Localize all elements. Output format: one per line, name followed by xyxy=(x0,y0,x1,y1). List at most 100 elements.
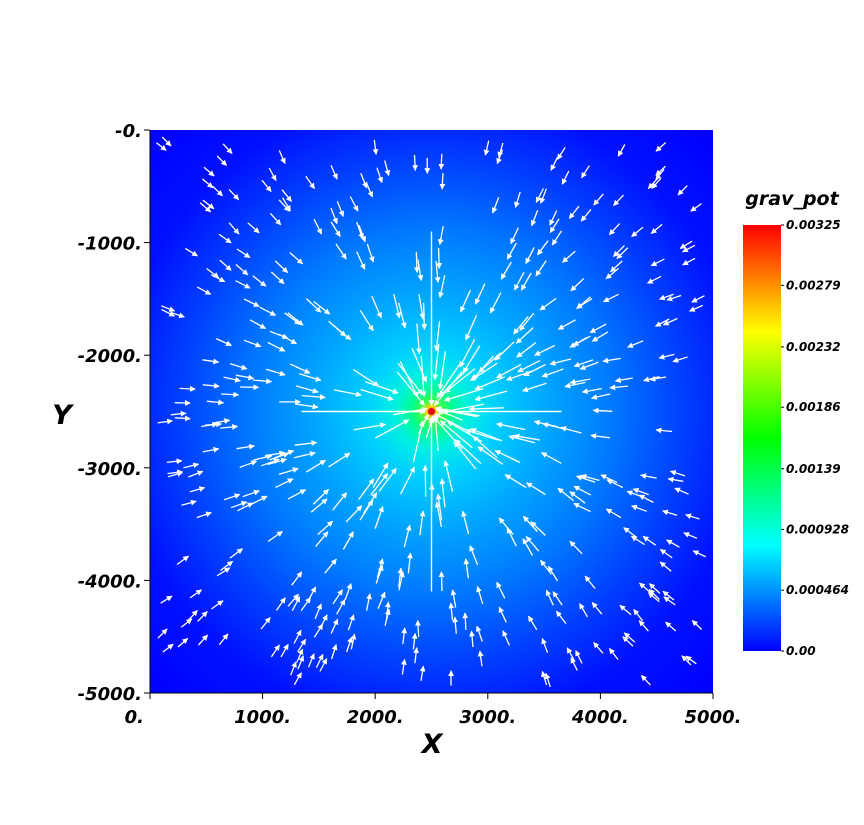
vector-glyph xyxy=(435,493,443,521)
vector-glyph xyxy=(622,636,634,647)
vector-glyph xyxy=(593,193,604,206)
vector-glyph xyxy=(549,358,572,366)
vector-glyph xyxy=(573,359,594,368)
vector-glyph xyxy=(600,474,618,484)
vector-glyph xyxy=(462,345,481,374)
vector-glyph xyxy=(218,233,232,244)
y-tick-label: -1000. xyxy=(78,234,142,255)
vector-glyph xyxy=(545,589,554,606)
vector-glyph xyxy=(336,599,346,615)
vector-glyph xyxy=(438,571,445,592)
vector-glyph xyxy=(206,399,225,406)
vector-glyph xyxy=(264,450,285,457)
vector-glyph xyxy=(514,191,521,208)
vector-glyph xyxy=(573,485,592,496)
vector-glyph xyxy=(504,474,527,489)
vector-glyph xyxy=(268,167,277,182)
vector-glyph xyxy=(417,259,424,282)
vector-glyph xyxy=(228,222,240,235)
vector-glyph xyxy=(374,419,410,439)
vector-glyph xyxy=(593,642,604,654)
vector-glyph xyxy=(450,589,457,608)
vector-glyph xyxy=(517,360,541,373)
vector-glyph xyxy=(639,582,651,594)
vector-glyph xyxy=(541,368,564,378)
vector-glyph xyxy=(235,264,249,276)
vector-glyph xyxy=(608,223,621,236)
vector-glyph xyxy=(569,491,586,504)
vector-glyph xyxy=(438,153,445,170)
vector-glyph xyxy=(197,611,208,622)
vector-glyph xyxy=(270,271,285,285)
vector-glyph xyxy=(345,505,363,523)
vector-glyph xyxy=(313,218,323,235)
vector-glyph xyxy=(658,293,674,301)
vector-glyph xyxy=(460,289,471,313)
vector-glyph xyxy=(626,490,643,498)
vector-glyph xyxy=(535,188,544,204)
vector-glyph xyxy=(399,361,419,398)
y-axis-title: Y xyxy=(52,400,74,431)
vector-glyph xyxy=(461,510,470,535)
vector-glyph xyxy=(422,464,429,497)
vector-glyph xyxy=(519,312,535,331)
vector-glyph xyxy=(605,508,622,519)
vector-glyph xyxy=(539,559,552,575)
vector-glyph xyxy=(275,597,286,611)
vector-glyph xyxy=(222,143,233,154)
vector-glyph xyxy=(631,226,644,238)
vector-glyph xyxy=(228,188,240,201)
vector-glyph xyxy=(356,251,366,270)
vector-glyph xyxy=(243,298,260,307)
vector-glyph xyxy=(397,362,424,396)
vector-glyph xyxy=(443,387,484,402)
vector-glyph xyxy=(623,632,636,643)
vector-glyph xyxy=(642,535,657,546)
colorbar-tick-label: 0.000928 xyxy=(786,522,849,536)
vector-glyph xyxy=(280,643,289,658)
vector-glyph xyxy=(477,650,484,667)
x-tick-label: 5000. xyxy=(685,707,742,728)
vector-glyph xyxy=(663,596,676,606)
vector-glyph xyxy=(606,479,624,489)
vector-glyph xyxy=(439,420,473,449)
vector-glyph xyxy=(187,609,198,621)
vector-glyph xyxy=(608,648,619,660)
vector-glyph xyxy=(602,357,621,364)
vector-glyph xyxy=(415,619,421,638)
vector-glyph xyxy=(627,340,644,348)
vector-glyph xyxy=(561,170,570,185)
vector-glyph xyxy=(682,257,696,266)
vector-glyph xyxy=(177,637,189,648)
vector-glyph xyxy=(614,377,633,383)
vector-glyph xyxy=(477,446,504,465)
vector-glyph xyxy=(196,511,212,519)
vector-glyph xyxy=(358,224,367,243)
vector-glyph xyxy=(162,643,174,653)
plot-area xyxy=(150,130,713,693)
vector-glyph xyxy=(569,540,583,555)
vector-glyph xyxy=(658,353,675,360)
vector-glyph xyxy=(398,302,407,329)
vector-glyph xyxy=(366,243,375,263)
vector-glyph xyxy=(377,591,386,609)
vector-glyph xyxy=(239,460,258,468)
vector-glyph xyxy=(551,230,563,246)
colorbar: grav_pot 0.00325 0.00279 0.00232 0.00186 0.0… xyxy=(743,188,849,658)
vector-glyph xyxy=(536,240,549,256)
vector-glyph xyxy=(293,629,302,644)
x-axis: 0. 1000. 2000. 3000. 4000. 5000. X xyxy=(125,692,742,760)
vector-glyph xyxy=(202,358,220,365)
vector-glyph xyxy=(522,515,538,532)
x-tick-label: 4000. xyxy=(571,707,629,728)
vector-glyph xyxy=(260,458,280,467)
vector-glyph xyxy=(250,495,268,505)
vector-glyph xyxy=(452,616,459,634)
vector-glyph xyxy=(313,623,324,638)
vector-glyph xyxy=(640,674,651,686)
vector-glyph xyxy=(269,452,290,461)
vector-glyph xyxy=(662,590,675,601)
vector-glyph xyxy=(579,603,589,618)
vector-glyph xyxy=(275,478,294,488)
vector-glyph xyxy=(679,240,693,249)
